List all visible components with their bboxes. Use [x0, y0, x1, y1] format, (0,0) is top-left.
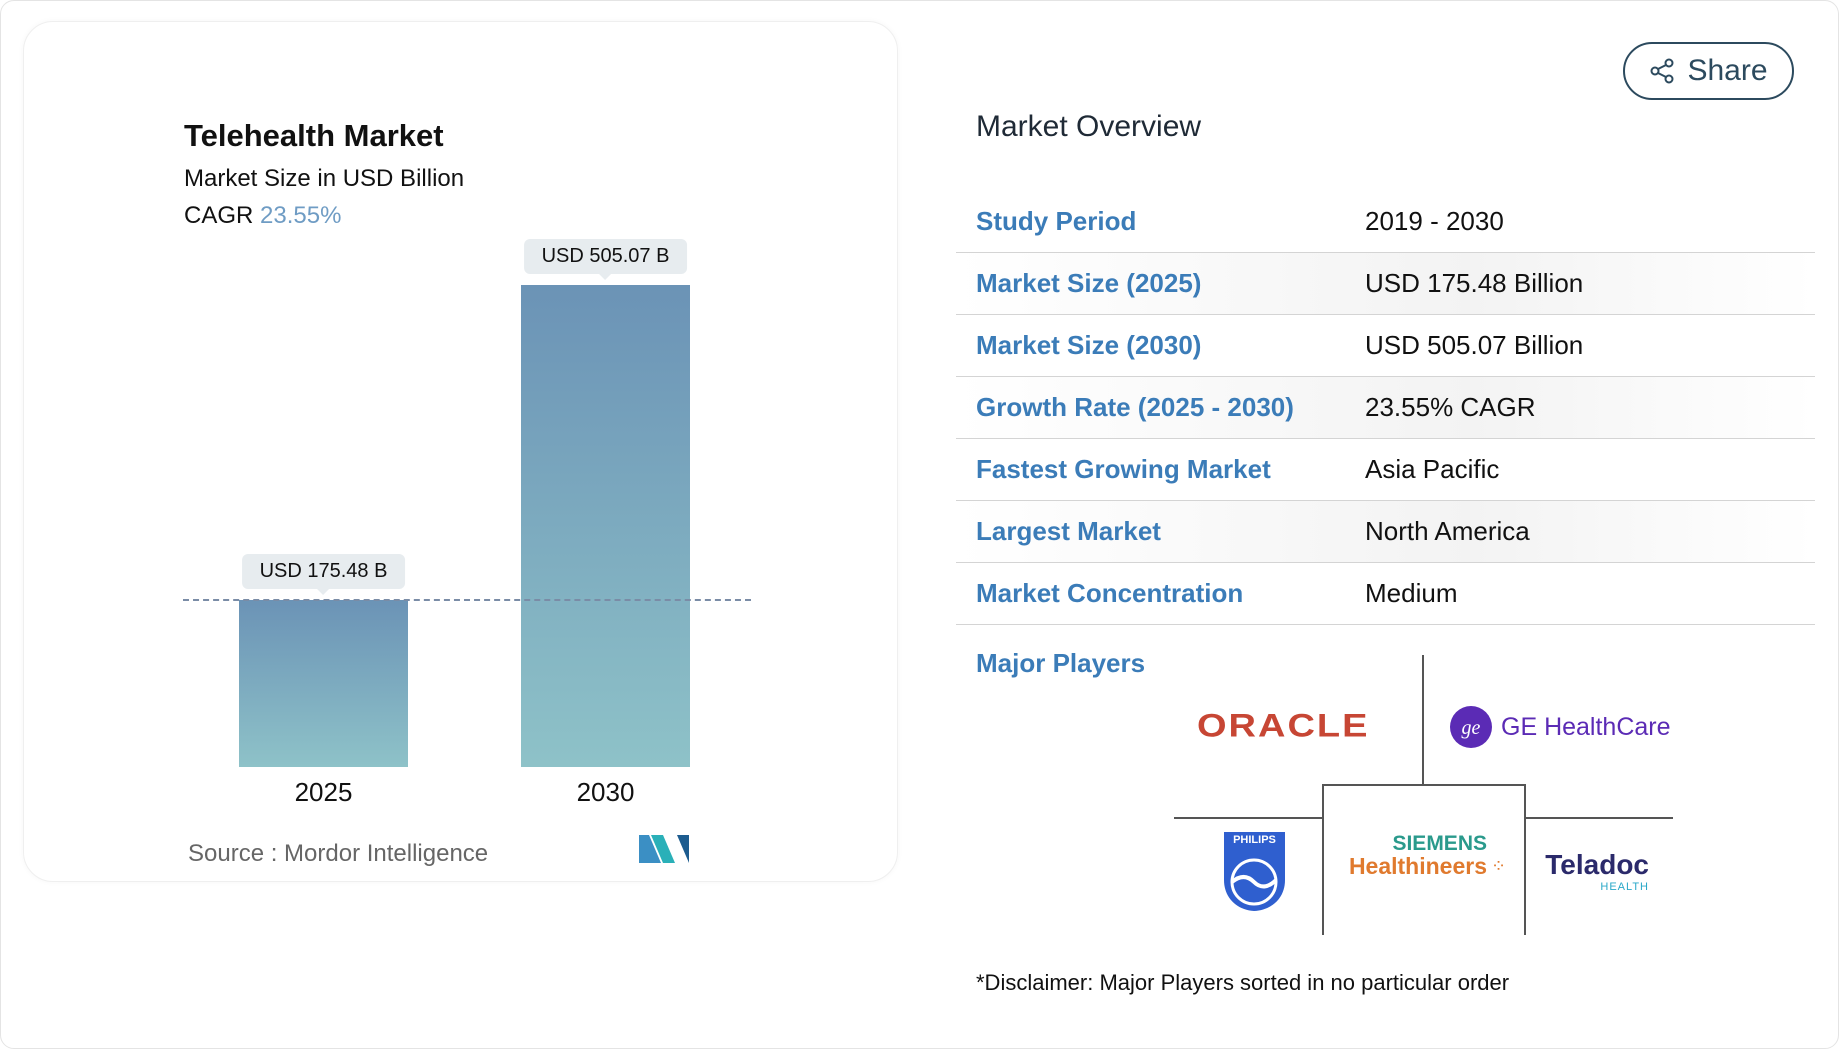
divider [1524, 784, 1526, 935]
overview-row: Fastest Growing Market Asia Pacific [956, 439, 1815, 501]
teladoc-text: Teladoc HEALTH [1545, 849, 1649, 893]
divider [1322, 784, 1324, 935]
siemens-healthineers-logo: SIEMENS Healthineers ⁘ [1337, 830, 1506, 878]
major-players-title: Major Players [976, 648, 1146, 678]
row-value: North America [1365, 516, 1530, 546]
cagr-label: CAGR [184, 202, 254, 229]
disclaimer: *Disclaimer: Major Players sorted in no … [976, 970, 1510, 995]
philips-text: PHILIPS [1233, 834, 1276, 846]
share-button[interactable]: Share [1623, 42, 1794, 100]
market-overview-title: Market Overview [976, 110, 1202, 143]
overview-row: Study Period 2019 - 2030 [956, 191, 1815, 253]
row-label: Market Size (2030) [976, 330, 1202, 360]
chart-title: Telehealth Market [184, 118, 444, 153]
row-label: Market Concentration [976, 578, 1244, 608]
overview-row: Growth Rate (2025 - 2030) 23.55% CAGR [956, 377, 1815, 439]
philips-shield-icon [1224, 832, 1285, 911]
share-label: Share [1687, 54, 1768, 87]
overview-row: Market Size (2025) USD 175.48 Billion [956, 253, 1815, 315]
share-icon [1650, 58, 1674, 84]
overview-row: Market Concentration Medium [956, 563, 1815, 625]
row-value: Asia Pacific [1365, 454, 1500, 484]
ge-healthcare-text: GE HealthCare [1501, 712, 1671, 741]
cagr-value: 23.55% [260, 202, 342, 229]
ge-healthcare-logo: ge GE HealthCare [1449, 705, 1671, 749]
overview-row: Market Size (2030) USD 505.07 Billion [956, 315, 1815, 377]
x-tick-label: 2030 [576, 777, 635, 807]
chart-subtitle: Market Size in USD Billion [184, 165, 465, 192]
cagr: CAGR 23.55% [184, 202, 341, 230]
x-tick-label: 2025 [294, 777, 353, 807]
siemens-dots-icon: ⁘ [1491, 855, 1507, 876]
row-label: Growth Rate (2025 - 2030) [976, 392, 1294, 422]
bar-2030 [521, 285, 690, 767]
ge-monogram-icon: ge [1450, 706, 1492, 748]
row-value: 2019 - 2030 [1365, 206, 1504, 236]
row-label: Study Period [976, 206, 1137, 236]
row-value: USD 175.48 Billion [1365, 268, 1584, 298]
reference-dashed-line [183, 599, 751, 601]
siemens-healthineers-text: SIEMENS Healthineers [1348, 832, 1487, 880]
divider [1422, 655, 1424, 785]
row-value: USD 505.07 Billion [1365, 330, 1584, 360]
row-value: Medium [1365, 578, 1458, 608]
chart-card [23, 21, 898, 882]
source-text: Source : Mordor Intelligence [188, 840, 489, 867]
row-label: Market Size (2025) [976, 268, 1202, 298]
row-label: Fastest Growing Market [976, 454, 1271, 484]
row-value: 23.55% CAGR [1365, 392, 1536, 422]
bar-2025 [239, 599, 408, 767]
data-label: USD 175.48 B [241, 553, 406, 595]
svg-text:ge: ge [1462, 717, 1481, 739]
oracle-logo: ORACLE [1197, 708, 1370, 744]
data-label: USD 505.07 B [523, 239, 688, 280]
divider [1174, 817, 1322, 819]
row-label: Largest Market [976, 516, 1161, 546]
philips-logo: PHILIPS [1222, 830, 1287, 913]
mordor-logo-icon [639, 835, 689, 863]
teladoc-logo: Teladoc HEALTH [1537, 849, 1649, 893]
divider [1322, 784, 1526, 786]
divider [1526, 817, 1673, 819]
overview-row: Largest Market North America [956, 501, 1815, 563]
